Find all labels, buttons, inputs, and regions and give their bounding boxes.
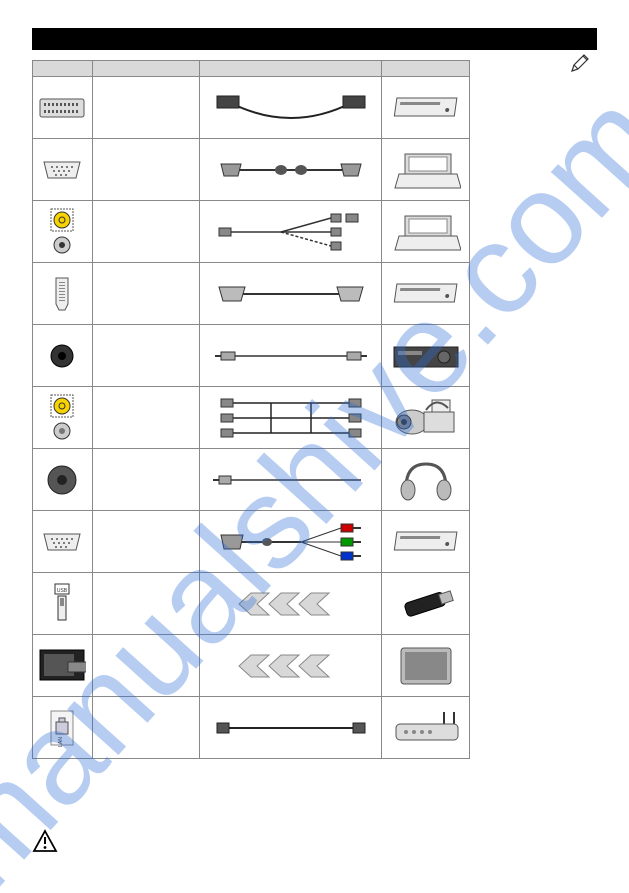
table-row — [33, 201, 470, 263]
direction-arrows-icon — [200, 635, 382, 697]
table-header-row — [33, 61, 470, 77]
cable-composite-3rca — [200, 387, 382, 449]
connectivity-table: USB LAN — [32, 60, 470, 759]
pencil-icon — [569, 52, 591, 74]
table-row — [33, 77, 470, 139]
lan-label: LAN — [58, 736, 64, 746]
cable-scart — [200, 77, 382, 139]
device-av-receiver — [382, 325, 470, 387]
device-dvd-player — [382, 77, 470, 139]
connector-scart — [33, 77, 93, 139]
usb-label: USB — [57, 588, 68, 594]
table-row — [33, 449, 470, 511]
device-usb-stick — [382, 573, 470, 635]
direction-arrows-icon — [200, 573, 382, 635]
device-headphones — [382, 449, 470, 511]
cable-audio-rca — [200, 325, 382, 387]
table-row — [33, 139, 470, 201]
cable-serial — [200, 263, 382, 325]
warning-triangle-icon — [32, 829, 58, 853]
connector-hdmi — [33, 263, 93, 325]
device-dvd-player — [382, 263, 470, 325]
cable-component — [200, 511, 382, 573]
cable-ethernet — [200, 697, 382, 759]
table-row — [33, 263, 470, 325]
cable-headphone — [200, 449, 382, 511]
header-bar — [32, 28, 597, 50]
device-laptop — [382, 139, 470, 201]
cable-av-split — [200, 201, 382, 263]
device-laptop — [382, 201, 470, 263]
device-ci-module — [382, 635, 470, 697]
cable-vga — [200, 139, 382, 201]
connector-usb: USB — [33, 573, 93, 635]
table-row — [33, 511, 470, 573]
device-camcorder — [382, 387, 470, 449]
connector-vga — [33, 511, 93, 573]
connector-ci-slot — [33, 635, 93, 697]
table-row — [33, 387, 470, 449]
connector-av-jacks — [33, 387, 93, 449]
table-row: LAN — [33, 697, 470, 759]
table-row — [33, 635, 470, 697]
connector-spdif-jack — [33, 325, 93, 387]
table-row: USB — [33, 573, 470, 635]
table-row — [33, 325, 470, 387]
device-router — [382, 697, 470, 759]
device-dvd-player — [382, 511, 470, 573]
connector-lan: LAN — [33, 697, 93, 759]
connector-vga — [33, 139, 93, 201]
connector-av-jacks — [33, 201, 93, 263]
connector-headphone-jack — [33, 449, 93, 511]
